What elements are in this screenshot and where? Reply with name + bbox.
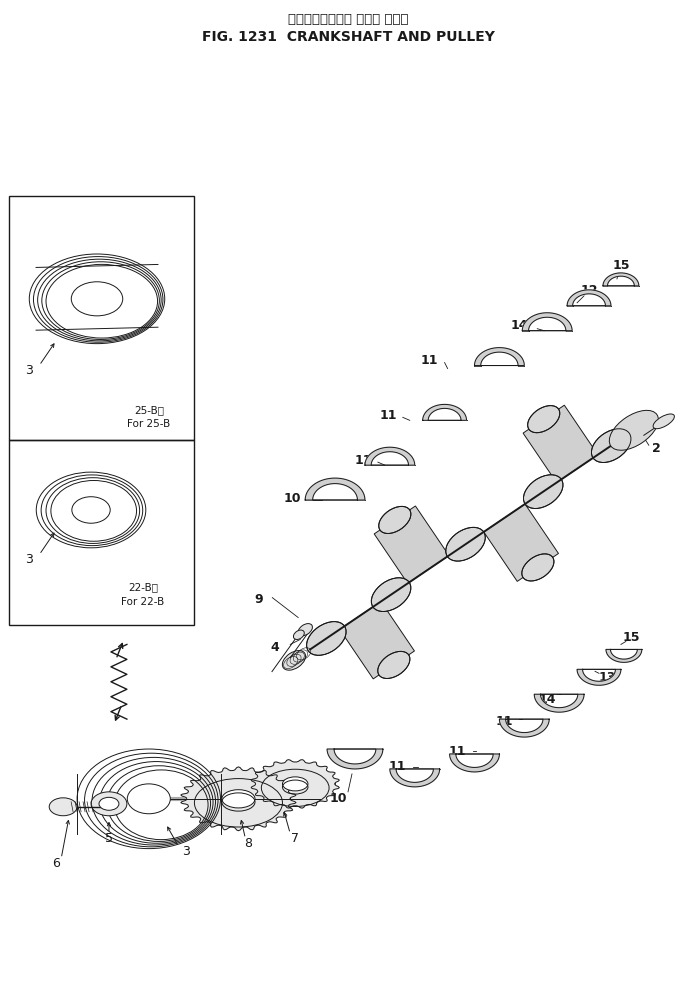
Polygon shape [251,760,339,808]
Ellipse shape [372,577,411,612]
Polygon shape [475,348,524,365]
Polygon shape [422,404,466,421]
Polygon shape [339,602,415,679]
Polygon shape [365,448,415,465]
Polygon shape [567,290,611,306]
Ellipse shape [222,790,255,808]
Ellipse shape [378,652,410,678]
Polygon shape [450,753,499,772]
Ellipse shape [523,475,563,508]
Text: 11: 11 [496,714,513,727]
Ellipse shape [609,410,659,451]
Polygon shape [606,650,642,662]
Polygon shape [535,694,584,712]
Ellipse shape [99,798,119,810]
Text: 10: 10 [284,492,301,505]
Polygon shape [499,719,549,737]
Text: 12: 12 [581,285,598,298]
Polygon shape [305,478,365,500]
Ellipse shape [522,554,554,581]
Ellipse shape [128,784,170,814]
Text: For 25-B: For 25-B [127,420,171,430]
Ellipse shape [528,405,560,433]
Ellipse shape [307,622,346,655]
Text: 7: 7 [291,832,299,845]
Text: FIG. 1231  CRANKSHAFT AND PULLEY: FIG. 1231 CRANKSHAFT AND PULLEY [201,30,494,44]
Text: 10: 10 [329,793,347,806]
Text: 9: 9 [254,594,263,606]
Ellipse shape [49,798,77,816]
Text: 4: 4 [271,641,279,654]
Polygon shape [603,273,639,286]
Text: 11: 11 [421,354,438,367]
Text: 11: 11 [389,761,406,774]
Ellipse shape [298,624,312,636]
Text: 11: 11 [449,744,466,758]
Text: 2: 2 [652,442,661,455]
Text: 3: 3 [25,553,33,566]
Ellipse shape [72,497,110,523]
Text: 14: 14 [511,319,528,332]
Ellipse shape [71,282,123,316]
Ellipse shape [592,429,631,463]
Ellipse shape [378,506,411,533]
Text: 14: 14 [539,693,556,706]
Text: 11: 11 [354,454,372,467]
Ellipse shape [653,413,675,429]
Text: 22-B用: 22-B用 [128,582,158,593]
Text: 15: 15 [612,260,629,273]
Text: クランクシャフト および プーリ: クランクシャフト および プーリ [288,13,408,26]
Polygon shape [484,504,558,581]
Polygon shape [523,405,598,483]
Text: 8: 8 [245,837,252,850]
Text: 25-B用: 25-B用 [134,405,164,415]
Polygon shape [374,506,449,583]
Polygon shape [577,669,621,685]
Ellipse shape [446,527,485,561]
Ellipse shape [293,630,305,640]
Polygon shape [522,313,572,331]
Polygon shape [327,749,383,769]
Text: 15: 15 [622,631,640,644]
Ellipse shape [282,651,305,670]
Polygon shape [390,769,440,787]
Text: 13: 13 [598,671,615,684]
Text: 6: 6 [52,857,60,870]
Text: 11: 11 [379,408,397,422]
Text: For 22-B: For 22-B [121,597,164,607]
Text: 3: 3 [25,364,33,377]
Text: 3: 3 [182,845,190,858]
Ellipse shape [282,777,308,791]
Polygon shape [181,767,296,831]
Ellipse shape [91,792,127,816]
Text: 5: 5 [105,832,113,845]
